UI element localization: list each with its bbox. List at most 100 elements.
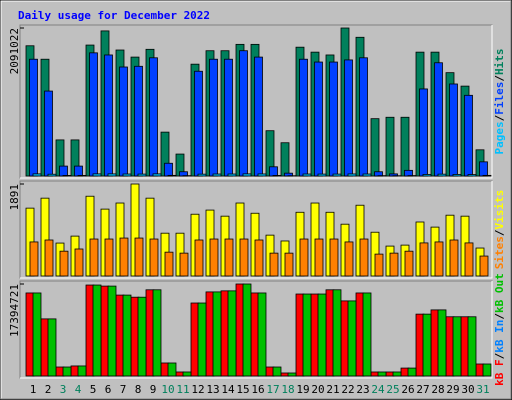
x-tick-label: 30 [461,383,474,396]
bar [89,52,98,177]
x-tick-label: 14 [221,383,235,396]
bar [59,165,68,177]
bar [239,50,248,177]
bar [209,58,218,177]
bar [400,116,410,177]
bar [209,238,219,277]
bar [242,283,252,377]
legend: kB F/kB In/kB Out [493,273,506,386]
bar [479,161,488,177]
bar [47,173,57,177]
bar [167,174,177,177]
bar [347,173,357,177]
bar [62,175,72,177]
bar [152,289,162,377]
bar [74,165,83,177]
legend-entry: kB Out [493,273,506,313]
bar [89,238,99,277]
bar [272,366,282,377]
bar [287,372,297,377]
bar [299,238,309,277]
bar [134,65,143,177]
bar [104,54,113,177]
x-tick-label: 27 [416,383,429,396]
x-tick-label: 20 [311,383,324,396]
x-tick-label: 12 [191,383,204,396]
bar [464,242,474,277]
bar [137,173,147,177]
legend-entry: Sites [493,236,506,269]
bar [437,309,447,377]
bar [227,173,237,177]
x-tick-label: 23 [356,383,369,396]
x-tick-label: 1 [30,383,37,396]
x-tick-label: 31 [476,383,489,396]
x-tick-label: 19 [296,383,309,396]
bar [317,173,327,177]
bar [242,173,252,177]
x-tick-label: 13 [206,383,219,396]
x-tick-label: 4 [75,383,82,396]
bar [347,300,357,377]
legend-separator: / [493,229,506,236]
bar [284,252,294,277]
bar [77,365,87,377]
x-tick-label: 2 [45,383,52,396]
bar [344,241,354,277]
bar [332,289,342,377]
x-tick-label: 18 [281,383,294,396]
legend-separator: / [493,114,506,121]
legend-entry: kB In [493,320,506,353]
bar [467,316,477,377]
bar [329,238,339,277]
x-tick-label: 6 [105,383,112,396]
bar [239,238,249,277]
bar [122,173,132,177]
bar [482,363,492,377]
bar [269,166,278,177]
x-tick-label: 7 [120,383,127,396]
x-tick-label: 17 [266,383,279,396]
bar [479,255,489,277]
legend-separator: / [493,313,506,320]
bar [389,252,399,277]
x-tick-label: 11 [176,383,189,396]
bar [92,173,102,177]
bar [29,241,39,277]
bar [119,66,128,177]
x-tick-label: 26 [401,383,414,396]
panel-edge [20,281,493,379]
bar [422,174,432,177]
bar [29,58,38,177]
bar [314,238,324,277]
bar [359,57,368,177]
panel-edge [20,25,493,179]
bar [317,293,327,377]
y-tick-label: 17394721 [8,284,21,337]
bar [104,238,114,277]
bar [434,241,444,277]
bar [179,252,189,277]
bar [62,366,72,377]
x-tick-label: 3 [60,383,67,396]
bar [149,57,158,177]
bar [182,371,192,377]
bar [257,292,267,377]
bar [422,313,432,377]
legend-entry: Hits [493,49,506,76]
x-tick-label: 5 [90,383,97,396]
bar [377,371,387,377]
bar [134,237,144,277]
bar [59,250,69,277]
bar [254,56,263,177]
bar [32,173,42,177]
legend-separator: / [493,75,506,82]
bar [344,59,353,177]
bar [404,250,414,277]
legend: Pages/Files/Hits [493,49,506,155]
legend-entry: Files [493,82,506,115]
